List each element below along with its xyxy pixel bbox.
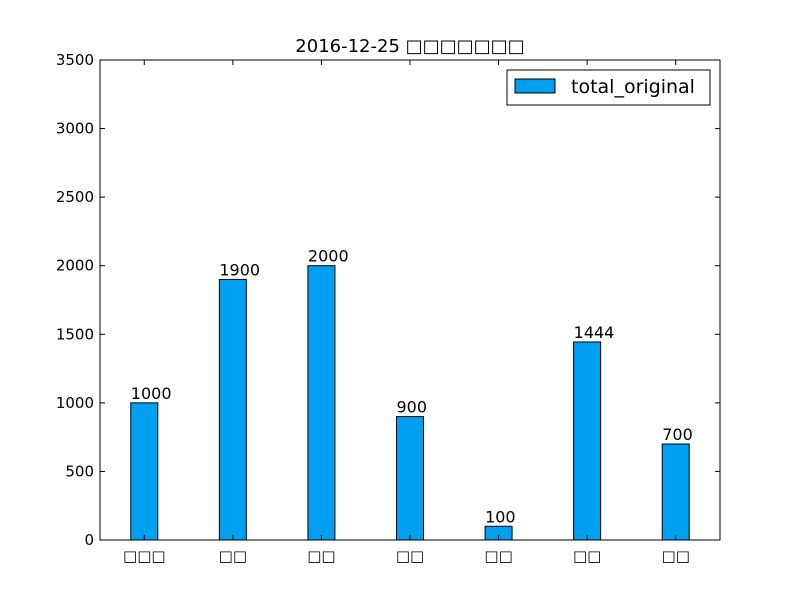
- chart-title: 2016-12-25 □□□□□□□: [295, 36, 524, 57]
- data-label-1: 1900: [219, 260, 260, 279]
- y-tick-label-5: 2500: [56, 188, 94, 206]
- bar-5: [573, 341, 602, 541]
- y-tick-label-4: 2000: [56, 257, 94, 275]
- y-tick-label-2: 1000: [56, 394, 94, 412]
- y-tick-label-6: 3000: [56, 120, 94, 138]
- bar-3: [396, 416, 424, 541]
- x-tick-label-5: □□: [573, 547, 601, 565]
- bar-1: [218, 278, 247, 541]
- y-tick-label-7: 3500: [56, 51, 94, 69]
- legend-label: total_original: [571, 76, 695, 98]
- axes-frame: [99, 59, 721, 541]
- bar-6: [661, 443, 690, 541]
- data-label-6: 700: [662, 425, 693, 444]
- x-tick-label-6: □□: [662, 547, 690, 565]
- x-tick-label-0: □□□: [123, 547, 166, 565]
- bar-2: [307, 265, 336, 541]
- x-tick-label-4: □□: [484, 547, 512, 565]
- bar-0: [130, 402, 159, 541]
- legend: total_original: [506, 69, 711, 106]
- data-label-4: 100: [485, 507, 516, 526]
- x-tick-label-2: □□: [307, 547, 335, 565]
- legend-swatch: [514, 78, 556, 94]
- x-tick-label-1: □□: [219, 547, 247, 565]
- data-label-0: 1000: [131, 384, 172, 403]
- y-tick-label-3: 1500: [56, 325, 94, 343]
- bars-layer: [130, 265, 690, 541]
- y-tick-label-0: 0: [84, 531, 94, 549]
- y-tick-label-1: 500: [65, 462, 94, 480]
- x-tick-label-3: □□: [396, 547, 424, 565]
- labels-layer: □□□ 1000 □□ 1900 □□ 2000 □□ 900 □□ 100 □□ 1444 □□ 700…: [56, 51, 693, 565]
- data-label-2: 2000: [308, 247, 349, 266]
- data-label-3: 900: [397, 398, 428, 417]
- data-label-5: 1444: [574, 323, 615, 342]
